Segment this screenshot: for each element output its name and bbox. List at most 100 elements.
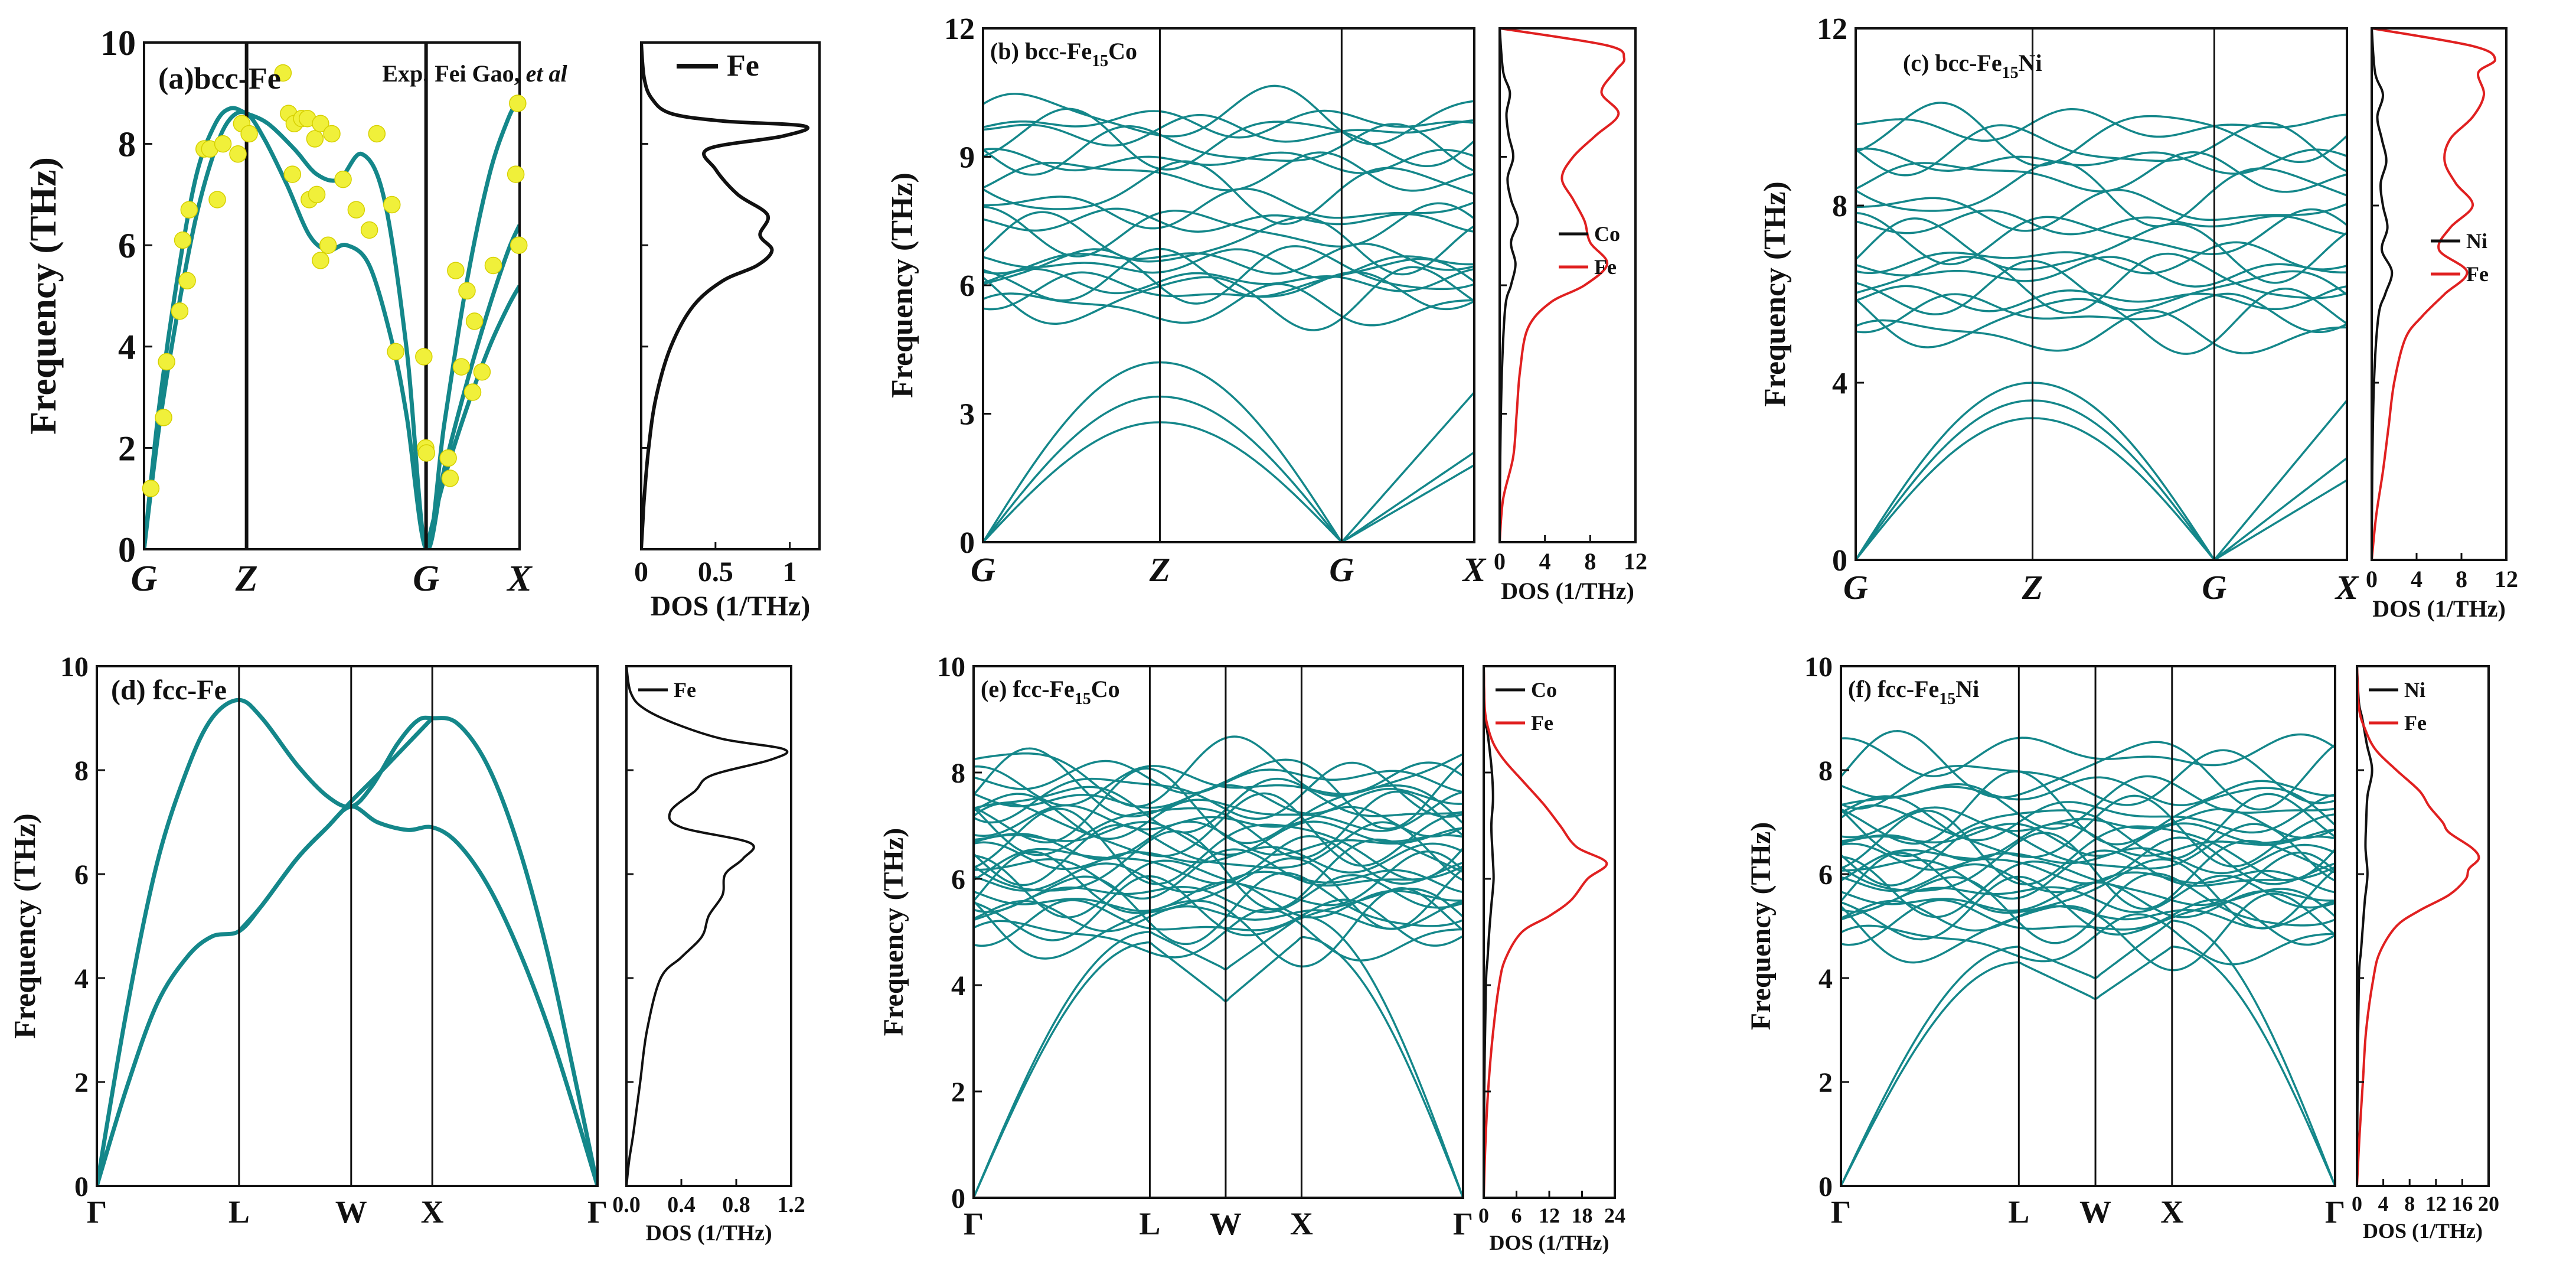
y-tick-label: 2 bbox=[951, 1077, 965, 1108]
dos-x-tick-label: 1.2 bbox=[777, 1192, 805, 1217]
exp-point bbox=[465, 312, 484, 330]
y-tick-label: 6 bbox=[959, 269, 975, 303]
optical-band bbox=[974, 835, 1463, 885]
exp-point bbox=[142, 480, 160, 497]
dos-line-ni bbox=[2372, 28, 2394, 560]
title-subscript: 15 bbox=[1075, 690, 1091, 708]
optical-band bbox=[1856, 252, 2347, 314]
acoustic-band bbox=[1856, 399, 2033, 560]
dos-x-tick-label: 0.0 bbox=[612, 1192, 641, 1217]
optical-band bbox=[983, 283, 1474, 327]
dos-panel-b bbox=[1498, 27, 1637, 543]
dos-curves-a bbox=[641, 43, 809, 549]
band-curves-c bbox=[1856, 102, 2347, 560]
dos-panel-f bbox=[2356, 665, 2490, 1187]
dos-x-tick-label: 1 bbox=[783, 556, 797, 588]
optical-band bbox=[1856, 160, 2347, 227]
y-tick-label: 0 bbox=[118, 530, 136, 569]
dos-legend-label: Co bbox=[1594, 222, 1620, 246]
acoustic-band bbox=[1160, 361, 1343, 542]
exp-point bbox=[178, 272, 196, 290]
y-tick-label: 4 bbox=[74, 963, 89, 995]
exp-point bbox=[171, 302, 189, 320]
optical-band bbox=[1856, 108, 2347, 142]
y-tick-label: 9 bbox=[959, 141, 975, 175]
y-tick-label: 4 bbox=[1832, 367, 1847, 400]
kpoint-label-γ: Γ bbox=[1831, 1194, 1851, 1230]
y-tick-label: 8 bbox=[951, 758, 965, 789]
kpoint-label-l: L bbox=[1139, 1206, 1160, 1241]
dos-legend-label: Co bbox=[1531, 678, 1557, 702]
exp-point bbox=[387, 343, 404, 361]
y-tick-label: 12 bbox=[1817, 12, 1847, 46]
y-tick-label: 12 bbox=[944, 12, 975, 46]
dos-legend-label: Fe bbox=[1594, 255, 1617, 279]
optical-band bbox=[1841, 863, 2335, 894]
optical-band bbox=[974, 872, 1463, 946]
dos-curves-f bbox=[2357, 666, 2480, 1186]
optical-band bbox=[1856, 151, 2347, 193]
dos-frame-e bbox=[1483, 665, 1616, 1199]
exp-point bbox=[319, 236, 337, 254]
optical-band bbox=[1856, 188, 2347, 232]
optical-band bbox=[974, 747, 1463, 830]
kpoint-label-γ: Γ bbox=[587, 1194, 608, 1230]
dos-line-ni bbox=[2357, 666, 2373, 1186]
dos-curves-b bbox=[1500, 28, 1626, 542]
exp-legend-text: Exp. Fei Gao, bbox=[382, 60, 525, 87]
exp-point bbox=[447, 262, 465, 279]
y-tick-label: 6 bbox=[1818, 859, 1833, 891]
y-axis-label: Frequency (THz) bbox=[22, 157, 64, 435]
exp-point bbox=[312, 252, 329, 269]
dos-x-tick-label: 4 bbox=[2411, 566, 2422, 592]
kpoint-label-z: Z bbox=[2022, 568, 2043, 607]
dos-x-tick-label: 0 bbox=[1478, 1204, 1489, 1227]
optical-band bbox=[1841, 913, 2335, 966]
optical-band bbox=[983, 160, 1474, 225]
optical-band bbox=[983, 211, 1474, 276]
y-tick-label: 4 bbox=[951, 970, 965, 1002]
optical-band bbox=[974, 761, 1463, 824]
optical-band bbox=[1856, 292, 2347, 334]
dos-x-axis-label: DOS (1/THz) bbox=[1490, 1231, 1609, 1254]
dos-x-axis-label: DOS (1/THz) bbox=[2363, 1219, 2483, 1243]
dos-x-tick-label: 24 bbox=[1604, 1204, 1625, 1227]
dos-line-fe bbox=[626, 666, 789, 1186]
exp-point bbox=[347, 201, 365, 219]
optical-band bbox=[1841, 733, 2335, 777]
dos-legend-label: Fe bbox=[727, 49, 759, 83]
band-frame-d bbox=[96, 665, 599, 1187]
optical-band bbox=[1856, 147, 2347, 175]
kpoint-label-g: G bbox=[1329, 550, 1354, 589]
dos-frame-b bbox=[1498, 27, 1637, 543]
exp-point bbox=[208, 191, 226, 208]
band-frame-f bbox=[1840, 665, 2336, 1187]
kpoint-label-x: X bbox=[1290, 1206, 1313, 1241]
optical-band bbox=[1841, 842, 2335, 875]
optical-band bbox=[983, 207, 1474, 233]
dos-x-tick-label: 0.5 bbox=[698, 556, 733, 588]
y-tick-label: 8 bbox=[74, 755, 89, 787]
panel-e: (e) fcc-Fe15Co bbox=[972, 665, 1616, 1199]
dos-line-fe bbox=[641, 43, 809, 549]
exp-point bbox=[158, 353, 175, 371]
band-frame-c bbox=[1855, 27, 2348, 561]
dos-x-axis-label: DOS (1/THz) bbox=[651, 591, 811, 622]
acoustic-band bbox=[2213, 457, 2347, 560]
title-element: Co bbox=[1108, 38, 1137, 64]
exp-point bbox=[240, 125, 258, 143]
kpoint-label-g: G bbox=[971, 550, 995, 589]
optical-band bbox=[1841, 793, 2335, 842]
band-line-ta2 bbox=[237, 716, 434, 933]
dos-frame-c bbox=[2371, 27, 2508, 561]
dos-x-tick-label: 20 bbox=[2478, 1192, 2499, 1215]
title-base: (b) bcc-Fe bbox=[990, 38, 1092, 64]
dos-x-axis-label: DOS (1/THz) bbox=[645, 1221, 772, 1246]
exp-point bbox=[229, 145, 247, 163]
acoustic-band bbox=[1841, 920, 2335, 1186]
title-base: (c) bcc-Fe bbox=[1903, 50, 2002, 76]
dos-frame-a bbox=[640, 41, 821, 550]
acoustic-band bbox=[1160, 395, 1343, 542]
band-structure-e: (e) fcc-Fe15Co bbox=[972, 665, 1464, 1199]
